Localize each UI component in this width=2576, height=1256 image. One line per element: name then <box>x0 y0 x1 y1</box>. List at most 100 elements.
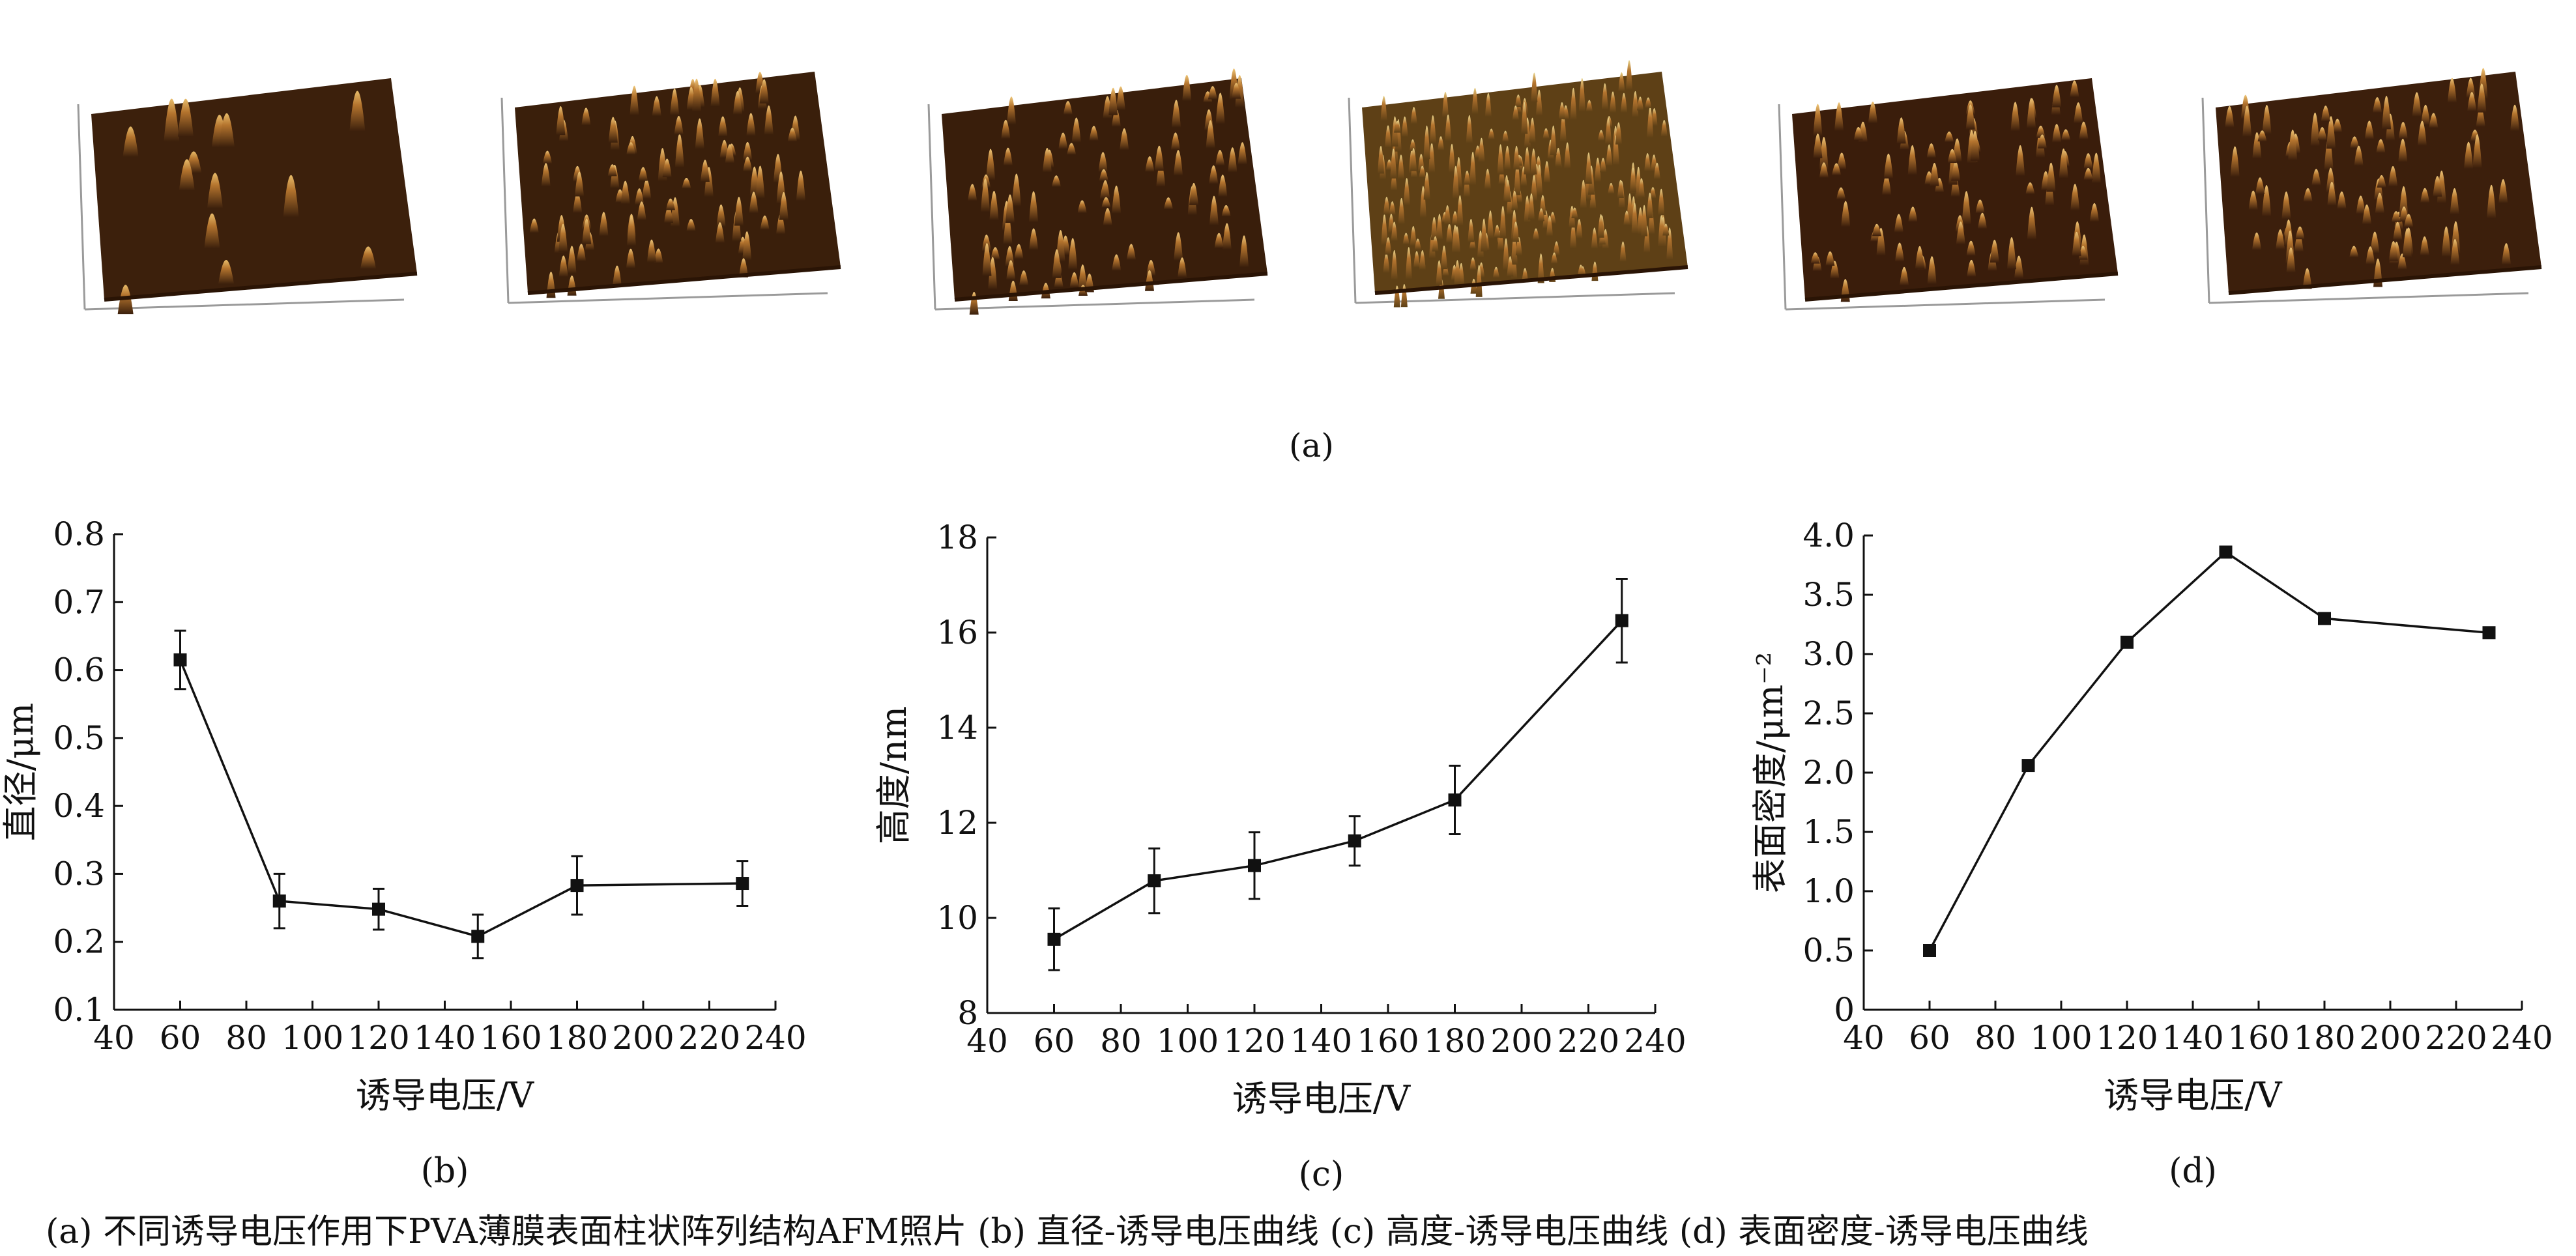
y-axis-label: 表面密度/μm⁻² <box>1750 652 1791 894</box>
series-line <box>1928 550 2489 951</box>
data-point <box>173 653 187 666</box>
chart-sublabel: (d) <box>2169 1152 2217 1191</box>
afm-panel <box>500 72 841 304</box>
series-line <box>179 659 743 938</box>
x-tick-label: 180 <box>2293 1019 2355 1057</box>
x-tick-label: 100 <box>282 1019 343 1057</box>
x-tick-label: 100 <box>1157 1022 1219 1060</box>
data-point <box>2219 545 2233 559</box>
y-tick-label: 0.5 <box>53 719 105 757</box>
x-tick-label: 40 <box>966 1022 1008 1060</box>
data-point <box>570 879 584 892</box>
data-point <box>1148 874 1161 888</box>
y-tick-label: 0.6 <box>53 651 105 689</box>
y-tick-label: 12 <box>936 804 978 842</box>
y-tick-label: 0 <box>1834 991 1855 1029</box>
y-axis-label: 直径/μm <box>0 703 41 842</box>
chart-d: 40 60 80 100 120 140 160 180 200 220 240 0 0.5 1.0 1.5… <box>1750 517 2553 1191</box>
x-tick-label: 160 <box>1357 1022 1419 1060</box>
x-tick-label: 60 <box>160 1019 201 1057</box>
y-tick-label: 0.1 <box>53 991 105 1029</box>
y-tick-label: 14 <box>936 709 978 747</box>
y-tick-label: 16 <box>936 614 978 651</box>
x-tick-label: 80 <box>1975 1019 2016 1057</box>
afm-panel <box>2201 68 2542 304</box>
afm-image-row <box>0 0 2576 365</box>
x-tick-label: 160 <box>2227 1019 2289 1057</box>
chart-sublabel: (b) <box>421 1152 469 1191</box>
data-point <box>1448 793 1462 806</box>
y-tick-label: 0.2 <box>53 923 105 961</box>
afm-panel <box>1778 78 2119 311</box>
x-tick-label: 200 <box>1490 1022 1552 1060</box>
data-point <box>471 930 485 943</box>
data-point <box>1923 944 1936 957</box>
x-tick-label: 40 <box>1843 1019 1885 1057</box>
x-tick-label: 80 <box>225 1019 267 1057</box>
y-tick-label: 10 <box>936 899 978 937</box>
x-tick-label: 240 <box>1624 1022 1686 1060</box>
x-tick-label: 200 <box>612 1019 674 1057</box>
afm-panel <box>77 78 418 315</box>
x-tick-label: 240 <box>744 1019 806 1057</box>
charts-row: 40 60 80 100 120 140 160 180 200 220 2400.10.20.30… <box>0 515 2553 1192</box>
x-tick-label: 220 <box>2425 1019 2487 1057</box>
x-tick-label: 60 <box>1034 1022 1075 1060</box>
x-tick-label: 80 <box>1100 1022 1142 1060</box>
chart-c: 40 60 80 100 120 140 160 180 200 220 240 8 10 12 14 16 1… <box>873 519 1686 1192</box>
afm-panel <box>927 68 1268 315</box>
x-tick-label: 220 <box>678 1019 740 1057</box>
y-tick-label: 1.5 <box>1802 813 1855 851</box>
chart-b: 40 60 80 100 120 140 160 180 200 220 240 0.1 0.2 0.3 0… <box>0 515 807 1191</box>
y-tick-label: 18 <box>936 519 978 556</box>
x-tick-label: 180 <box>546 1019 608 1057</box>
y-tick-label: 2.0 <box>1802 754 1855 792</box>
y-tick-label: 2.5 <box>1802 694 1855 732</box>
x-tick-label: 100 <box>2030 1019 2092 1057</box>
y-tick-label: 8 <box>957 994 978 1032</box>
x-tick-label: 240 <box>2491 1019 2553 1057</box>
y-tick-label: 3.0 <box>1802 635 1855 673</box>
afm-panel <box>1348 60 1688 307</box>
x-tick-label: 140 <box>1290 1022 1352 1060</box>
x-tick-label: 220 <box>1557 1022 1619 1060</box>
x-tick-label: 140 <box>2162 1019 2223 1057</box>
x-tick-label: 200 <box>2359 1019 2421 1057</box>
y-axis-label: 高度/nm <box>873 706 914 844</box>
x-axis-label: 诱导电压/V <box>1232 1078 1411 1119</box>
x-tick-label: 40 <box>93 1019 135 1057</box>
x-tick-label: 120 <box>347 1019 409 1057</box>
afm-images <box>77 60 2542 315</box>
data-point <box>2120 635 2134 649</box>
chart-sublabel: (c) <box>1299 1155 1344 1192</box>
figure-caption: (a) 不同诱导电压作用下PVA薄膜表面柱状阵列结构AFM照片 (b) 直径-诱… <box>46 1212 2089 1251</box>
series-line <box>1053 620 1623 941</box>
data-point <box>2318 612 2331 625</box>
x-axis-label: 诱导电压/V <box>2104 1075 2282 1116</box>
y-tick-label: 0.7 <box>53 583 105 621</box>
x-tick-label: 120 <box>1223 1022 1285 1060</box>
data-point <box>2482 626 2496 640</box>
y-tick-label: 3.5 <box>1802 576 1855 614</box>
data-point <box>2021 759 2035 773</box>
data-point <box>1348 834 1361 848</box>
y-tick-label: 0.4 <box>53 787 105 825</box>
data-point <box>372 902 385 916</box>
y-tick-label: 0.3 <box>53 855 105 892</box>
x-tick-label: 160 <box>480 1019 542 1057</box>
afm-sublabel: (a) <box>1289 427 1334 464</box>
data-point <box>1248 859 1261 872</box>
x-axis-label: 诱导电压/V <box>356 1075 534 1116</box>
x-tick-label: 120 <box>2096 1019 2158 1057</box>
x-tick-label: 180 <box>1424 1022 1486 1060</box>
y-tick-label: 4.0 <box>1802 517 1855 554</box>
y-tick-label: 1.0 <box>1802 872 1855 910</box>
y-tick-label: 0.8 <box>53 515 105 553</box>
x-tick-label: 60 <box>1909 1019 1950 1057</box>
data-point <box>272 894 286 908</box>
data-point <box>736 877 749 891</box>
data-point <box>1047 932 1061 946</box>
x-tick-label: 140 <box>414 1019 476 1057</box>
y-tick-label: 0.5 <box>1802 932 1855 969</box>
data-point <box>1615 614 1628 627</box>
